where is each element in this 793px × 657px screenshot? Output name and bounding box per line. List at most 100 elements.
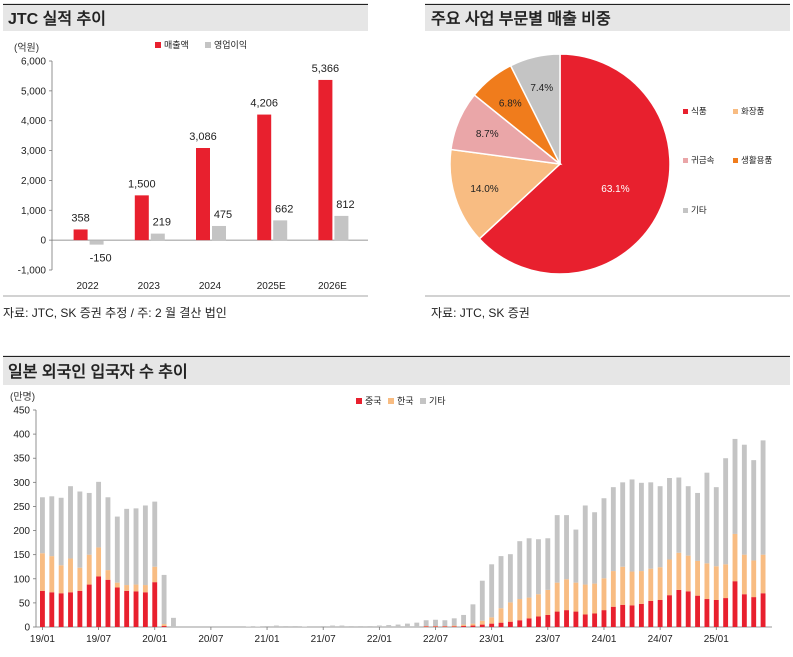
legend-swatch-한국 (388, 398, 394, 404)
x-tick-label: 20/07 (198, 634, 223, 645)
bar-중국 (59, 593, 64, 627)
bar-한국 (49, 556, 54, 592)
bar-기타 (620, 482, 625, 566)
bar-기타 (723, 458, 728, 564)
op-profit-label: 475 (214, 209, 232, 221)
y-tick-label: 4,000 (21, 116, 46, 127)
bar-기타 (414, 623, 419, 627)
bar-기타 (480, 581, 485, 621)
bar-한국 (686, 556, 691, 592)
legend-label-revenue: 매출액 (164, 39, 189, 50)
y-tick-label: 0 (24, 623, 30, 634)
bar-기타 (330, 626, 335, 627)
bar-기타 (59, 498, 64, 566)
bar-기타 (424, 620, 429, 626)
bar-중국 (573, 612, 578, 627)
bar-한국 (620, 567, 625, 605)
bar-기타 (49, 496, 54, 556)
y-tick-label: 400 (13, 430, 30, 441)
x-tick-label: 24/07 (648, 634, 673, 645)
bar-한국 (658, 567, 663, 600)
bar-기타 (648, 482, 653, 568)
bar-한국 (461, 625, 466, 626)
revenue-label: 3,086 (189, 131, 217, 143)
revenue-label: 358 (71, 212, 89, 224)
bar-한국 (545, 590, 550, 615)
bar-기타 (452, 618, 457, 625)
op-profit-bar (212, 226, 226, 240)
bar-기타 (517, 541, 522, 599)
bar-한국 (742, 555, 747, 595)
bar-중국 (96, 576, 101, 627)
legend-swatch-귀금속 (683, 158, 688, 163)
bar-한국 (134, 585, 139, 592)
revenue-bar (74, 229, 88, 240)
bar-한국 (761, 555, 766, 594)
revenue-bar (135, 195, 149, 240)
bar-한국 (536, 594, 541, 616)
bar-한국 (106, 570, 111, 580)
bar-중국 (536, 616, 541, 627)
y-tick-label: 50 (19, 598, 31, 609)
x-tick-label: 19/01 (30, 634, 55, 645)
bar-중국 (704, 599, 709, 627)
bar-기타 (592, 512, 597, 583)
y-tick-label: 300 (13, 478, 30, 489)
bar-중국 (106, 580, 111, 627)
x-tick-label: 24/01 (591, 634, 616, 645)
x-tick-label: 23/07 (535, 634, 560, 645)
bar-중국 (143, 592, 148, 627)
bar-기타 (676, 478, 681, 553)
bar-중국 (639, 604, 644, 627)
panel1-chart: -1,00001,0002,0003,0004,0005,0006,000358… (18, 39, 368, 292)
bar-한국 (162, 624, 167, 626)
bar-중국 (134, 591, 139, 627)
panel2-title: 주요 사업 부문별 매출 비중 (431, 10, 611, 28)
bar-중국 (499, 623, 504, 627)
y-tick-label: 450 (13, 406, 30, 417)
bar-중국 (555, 612, 560, 627)
bar-기타 (377, 626, 382, 627)
bar-기타 (489, 564, 494, 617)
bar-한국 (68, 559, 73, 593)
bar-기타 (358, 626, 363, 627)
bar-한국 (592, 584, 597, 614)
legend-label-기타: 기타 (429, 396, 446, 406)
bar-기타 (77, 491, 82, 567)
legend-label-중국: 중국 (365, 396, 382, 406)
bar-기타 (639, 483, 644, 571)
bar-기타 (471, 604, 476, 623)
x-tick-label: 20/01 (142, 634, 167, 645)
bar-중국 (676, 590, 681, 627)
bar-중국 (714, 600, 719, 627)
bar-중국 (517, 620, 522, 627)
x-tick-label: 19/07 (86, 634, 111, 645)
bar-한국 (676, 553, 681, 590)
bar-한국 (583, 585, 588, 615)
bar-한국 (77, 568, 82, 591)
bar-기타 (274, 626, 279, 627)
bar-중국 (564, 610, 569, 627)
bar-한국 (723, 564, 728, 598)
bar-기타 (508, 554, 513, 602)
bar-한국 (695, 561, 700, 596)
bar-한국 (115, 583, 120, 588)
op-profit-bar (90, 240, 104, 244)
bar-기타 (68, 486, 73, 558)
bar-기타 (134, 508, 139, 584)
panel2-source: 자료: JTC, SK 증권 (431, 306, 530, 320)
revenue-bar (257, 115, 271, 241)
bar-기타 (602, 498, 607, 578)
bar-기타 (171, 618, 176, 627)
legend-swatch-식품 (683, 109, 688, 114)
revenue-label: 1,500 (128, 178, 156, 190)
legend-swatch-기타 (420, 398, 426, 404)
legend-label-기타: 기타 (691, 205, 707, 215)
bar-기타 (733, 439, 738, 534)
revenue-label: 5,366 (312, 63, 340, 75)
bar-기타 (405, 624, 410, 627)
op-profit-label: 219 (153, 217, 171, 229)
legend-label-식품: 식품 (691, 106, 707, 116)
y-tick-label: 100 (13, 574, 30, 585)
